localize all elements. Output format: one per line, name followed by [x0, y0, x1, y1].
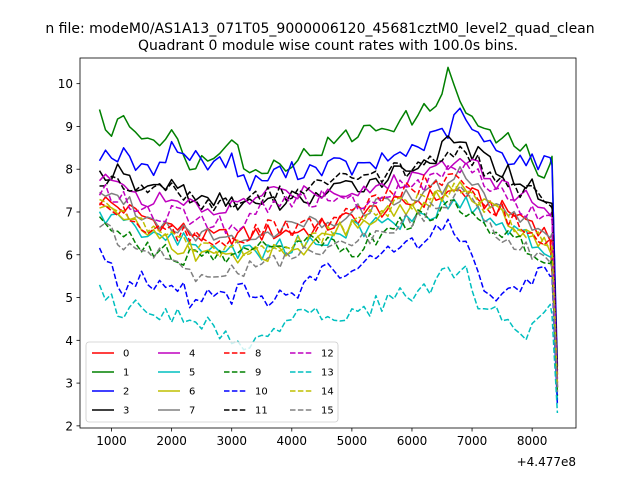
y-tick-label: 3 [65, 377, 73, 391]
figure-suptitle: n file: modeM0/AS1A13_071T05_9000006120_… [45, 21, 594, 37]
legend-label-13: 13 [321, 368, 334, 379]
x-tick-label: 2000 [156, 434, 187, 448]
legend-box [85, 341, 339, 423]
series-line-13 [98, 264, 559, 414]
series-line-10 [98, 218, 559, 405]
legend-label-4: 4 [189, 349, 195, 360]
legend-label-0: 0 [123, 349, 129, 360]
legend-label-15: 15 [321, 406, 334, 417]
chart-title: Quadrant 0 module wise count rates with … [138, 38, 518, 54]
series-line-6 [99, 181, 559, 392]
x-tick-label: 6000 [397, 434, 428, 448]
x-tick-label: 4000 [277, 434, 308, 448]
legend-label-7: 7 [189, 406, 195, 417]
x-tick-label: 1000 [96, 434, 127, 448]
y-tick-label: 4 [65, 334, 73, 348]
legend-label-1: 1 [123, 368, 129, 379]
y-tick-label: 7 [65, 205, 73, 219]
series-line-1 [98, 66, 559, 388]
legend-label-6: 6 [189, 387, 195, 398]
legend-label-5: 5 [189, 368, 195, 379]
legend-label-2: 2 [123, 387, 129, 398]
series-line-11 [99, 145, 559, 371]
y-tick-label: 10 [58, 77, 73, 91]
legend-label-11: 11 [255, 406, 268, 417]
series-line-4 [98, 157, 559, 388]
legend-label-8: 8 [255, 349, 261, 360]
series-line-3 [98, 135, 559, 375]
y-tick-label: 8 [65, 163, 73, 177]
legend-label-3: 3 [123, 406, 129, 417]
y-tick-label: 2 [65, 419, 73, 433]
legend-label-12: 12 [321, 349, 334, 360]
x-tick-label: 7000 [457, 434, 488, 448]
x-tick-label: 3000 [216, 434, 247, 448]
y-tick-label: 9 [65, 120, 73, 134]
series-line-7 [99, 166, 559, 388]
legend-label-10: 10 [255, 387, 268, 398]
x-tick-label: 8000 [517, 434, 548, 448]
y-tick-label: 5 [65, 291, 73, 305]
series-line-2 [98, 107, 559, 367]
series-line-0 [98, 187, 559, 379]
series-line-12 [98, 161, 559, 384]
x-tick-label: 5000 [337, 434, 368, 448]
series-line-8 [99, 172, 559, 384]
legend-label-14: 14 [321, 387, 334, 398]
y-tick-label: 6 [65, 248, 73, 262]
axes-frame [79, 57, 577, 429]
x-axis-offset-label: +4.477e8 [517, 455, 576, 469]
legend-label-9: 9 [255, 368, 261, 379]
series-line-15 [99, 185, 559, 392]
series-line-14 [99, 182, 559, 388]
plot-area: 1000 2000 3000 4000 5000 6000 7000 8000 2 3 4 5 6 7 8 9… [58, 57, 577, 448]
